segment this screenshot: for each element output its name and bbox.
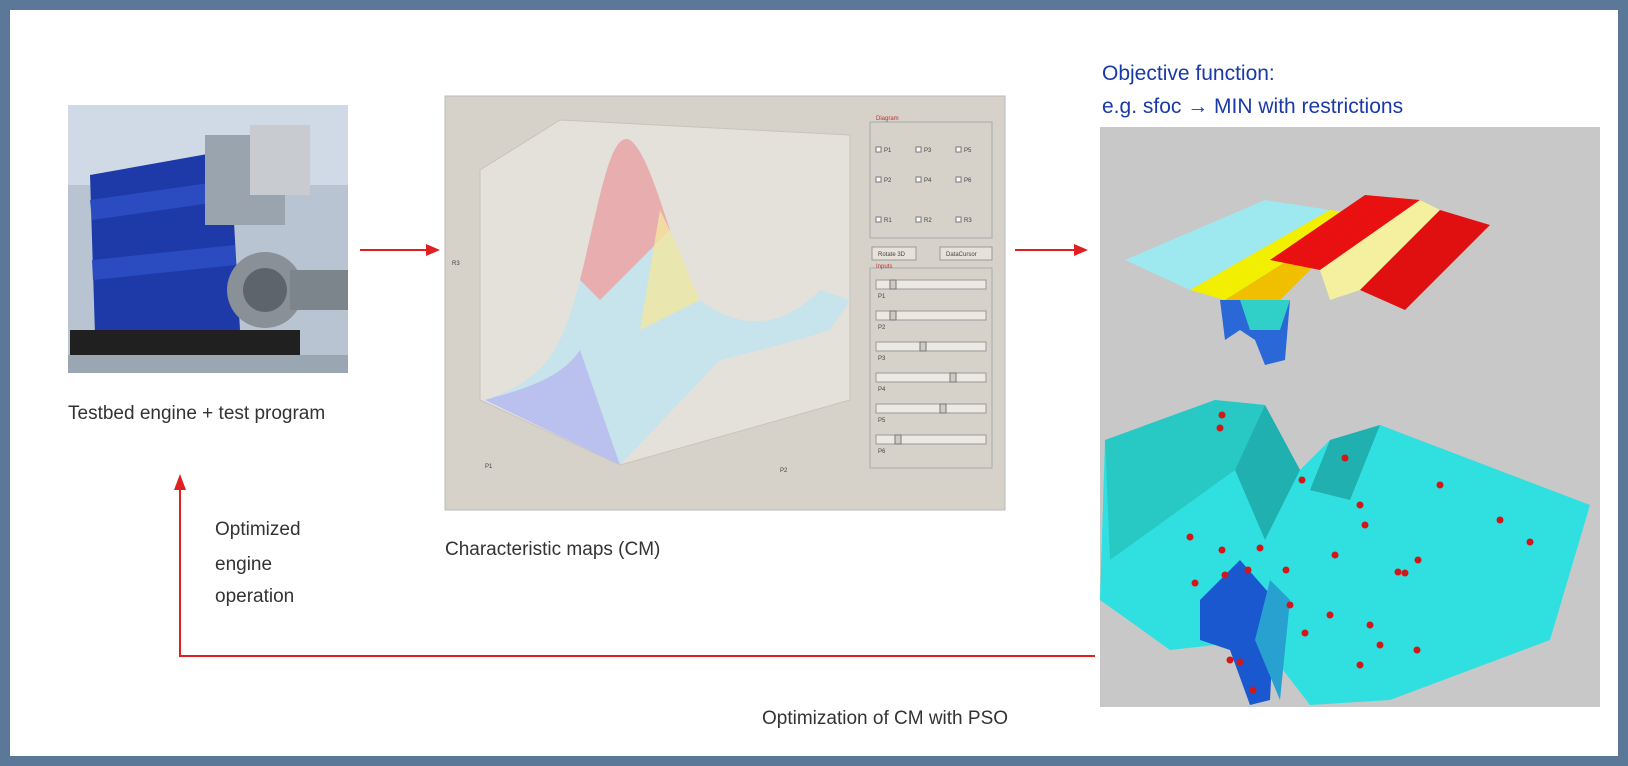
checkbox[interactable]: [916, 147, 921, 152]
checkbox-label: P2: [884, 178, 892, 184]
pso-surface: [1100, 397, 1600, 707]
particle: [1402, 570, 1409, 577]
particle: [1415, 557, 1422, 564]
particle: [1187, 534, 1194, 541]
particle: [1299, 477, 1306, 484]
particle: [1222, 572, 1229, 579]
checkbox[interactable]: [916, 177, 921, 182]
slider-thumb[interactable]: [890, 280, 896, 289]
particle: [1302, 630, 1309, 637]
particle: [1437, 482, 1444, 489]
particle: [1327, 612, 1334, 619]
checkbox[interactable]: [876, 177, 881, 182]
group-title: Inputs: [876, 264, 892, 270]
objective-title: Objective function:: [1102, 62, 1275, 85]
checkbox-label: P3: [924, 148, 932, 154]
engine-photo: [68, 105, 348, 373]
checkbox[interactable]: [876, 217, 881, 222]
particle: [1414, 647, 1421, 654]
particle: [1362, 522, 1369, 529]
checkbox-label: R2: [924, 218, 932, 224]
button-label[interactable]: DataCursor: [946, 252, 977, 258]
diagram: Testbed engine + test program R3 P1 P2 D…: [0, 0, 1628, 766]
particle: [1217, 425, 1224, 432]
slider-label: P1: [878, 294, 886, 300]
slider-thumb[interactable]: [940, 404, 946, 413]
checkbox[interactable]: [956, 217, 961, 222]
slider[interactable]: [876, 342, 986, 351]
slider-label: P2: [878, 325, 886, 331]
particle: [1219, 412, 1226, 419]
feedback-label: Optimized: [215, 519, 301, 540]
particle: [1527, 539, 1534, 546]
particle: [1192, 580, 1199, 587]
gui-window: R3 P1 P2 Diagram P1 P3 P5 P2 P4 P6 R1 R2 R3 Rota…: [445, 96, 1005, 510]
checkbox-label: P6: [964, 178, 972, 184]
slider[interactable]: [876, 373, 986, 382]
checkbox-label: R1: [884, 218, 892, 224]
slider-label: P4: [878, 387, 886, 393]
engine-caption: Testbed engine + test program: [68, 403, 325, 424]
slider-thumb[interactable]: [890, 311, 896, 320]
checkbox[interactable]: [916, 217, 921, 222]
particle: [1219, 547, 1226, 554]
feedback-label: operation: [215, 586, 294, 607]
checkbox[interactable]: [956, 147, 961, 152]
slider-thumb[interactable]: [920, 342, 926, 351]
axis-label: P2: [780, 468, 788, 474]
checkbox-label: P5: [964, 148, 972, 154]
particle: [1497, 517, 1504, 524]
axis-label: P1: [485, 464, 493, 470]
group-title: Diagram: [876, 116, 899, 122]
particle: [1245, 567, 1252, 574]
cm-caption: Characteristic maps (CM): [445, 539, 660, 560]
checkbox[interactable]: [956, 177, 961, 182]
axis-label: R3: [452, 261, 460, 267]
checkbox[interactable]: [876, 147, 881, 152]
particle: [1237, 659, 1244, 666]
checkbox-label: R3: [964, 218, 972, 224]
particle: [1342, 455, 1349, 462]
particle: [1332, 552, 1339, 559]
particle: [1357, 662, 1364, 669]
particle: [1283, 567, 1290, 574]
particle: [1367, 622, 1374, 629]
particle: [1377, 642, 1384, 649]
particle: [1257, 545, 1264, 552]
slider[interactable]: [876, 404, 986, 413]
objective-text: e.g. sfoc → MIN with restrictions: [1102, 95, 1403, 118]
particle: [1287, 602, 1294, 609]
slider[interactable]: [876, 435, 986, 444]
checkbox-label: P1: [884, 148, 892, 154]
particle: [1395, 569, 1402, 576]
feedback-label: engine: [215, 554, 272, 575]
slider-label: P3: [878, 356, 886, 362]
objective-surface: [1100, 127, 1600, 397]
slider-thumb[interactable]: [895, 435, 901, 444]
slider-label: P5: [878, 418, 886, 424]
particle: [1250, 687, 1257, 694]
checkbox-label: P4: [924, 178, 932, 184]
slider-thumb[interactable]: [950, 373, 956, 382]
particle: [1357, 502, 1364, 509]
slider-label: P6: [878, 449, 886, 455]
pso-caption: Optimization of CM with PSO: [762, 708, 1008, 729]
button-label[interactable]: Rotate 3D: [878, 252, 906, 258]
particle: [1227, 657, 1234, 664]
